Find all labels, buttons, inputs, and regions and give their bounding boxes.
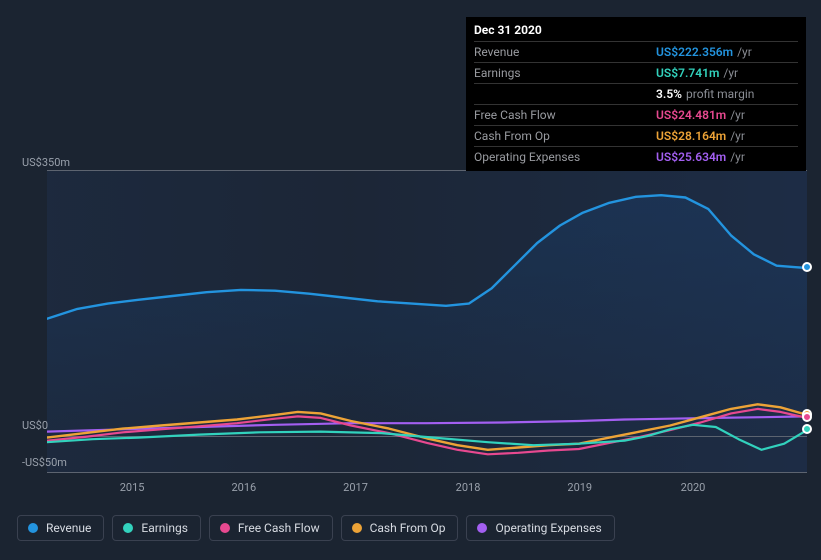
tooltip-row-label: Revenue xyxy=(474,42,656,63)
legend-label: Revenue xyxy=(46,521,91,535)
tooltip-row-value: US$25.634m/yr xyxy=(656,147,798,168)
tooltip-row-value: 3.5%profit margin xyxy=(656,84,798,105)
plot-area xyxy=(47,170,807,473)
tooltip-row-value: US$222.356m/yr xyxy=(656,42,798,63)
x-axis-label: 2018 xyxy=(456,481,481,494)
x-axis-label: 2017 xyxy=(343,481,368,494)
legend-label: Cash From Op xyxy=(370,521,446,535)
legend-item[interactable]: Free Cash Flow xyxy=(209,515,333,541)
legend-label: Earnings xyxy=(141,521,188,535)
tooltip-row-label xyxy=(474,84,656,105)
series-end-marker xyxy=(802,424,812,434)
y-axis-label: US$350m xyxy=(22,156,70,169)
tooltip-row-value: US$7.741m/yr xyxy=(656,63,798,84)
tooltip-table: RevenueUS$222.356m/yrEarningsUS$7.741m/y… xyxy=(474,41,798,167)
tooltip-date: Dec 31 2020 xyxy=(474,23,798,41)
x-axis-label: 2020 xyxy=(681,481,706,494)
legend-swatch xyxy=(352,523,362,533)
legend: Revenue Earnings Free Cash Flow Cash From O… xyxy=(17,515,615,541)
tooltip-row-label: Operating Expenses xyxy=(474,147,656,168)
legend-label: Free Cash Flow xyxy=(238,521,320,535)
legend-item[interactable]: Earnings xyxy=(112,515,201,541)
x-axis-label: 2015 xyxy=(120,481,145,494)
series-end-marker xyxy=(802,262,812,272)
x-axis-label: 2016 xyxy=(231,481,256,494)
tooltip-row-label: Free Cash Flow xyxy=(474,105,656,126)
legend-item[interactable]: Cash From Op xyxy=(341,515,459,541)
legend-item[interactable]: Revenue xyxy=(17,515,104,541)
legend-swatch xyxy=(28,523,38,533)
tooltip-row-label: Cash From Op xyxy=(474,126,656,147)
legend-swatch xyxy=(220,523,230,533)
y-axis-label: -US$50m xyxy=(22,456,67,469)
legend-item[interactable]: Operating Expenses xyxy=(466,515,614,541)
x-axis-label: 2019 xyxy=(567,481,592,494)
series-end-marker xyxy=(802,412,812,422)
legend-swatch xyxy=(477,523,487,533)
tooltip-row-label: Earnings xyxy=(474,63,656,84)
tooltip-panel: Dec 31 2020 RevenueUS$222.356m/yrEarning… xyxy=(466,17,806,171)
tooltip-row-value: US$28.164m/yr xyxy=(656,126,798,147)
tooltip-row-value: US$24.481m/yr xyxy=(656,105,798,126)
legend-label: Operating Expenses xyxy=(495,521,601,535)
y-axis-label: US$0 xyxy=(22,419,48,432)
chart-lines xyxy=(47,171,807,474)
legend-swatch xyxy=(123,523,133,533)
